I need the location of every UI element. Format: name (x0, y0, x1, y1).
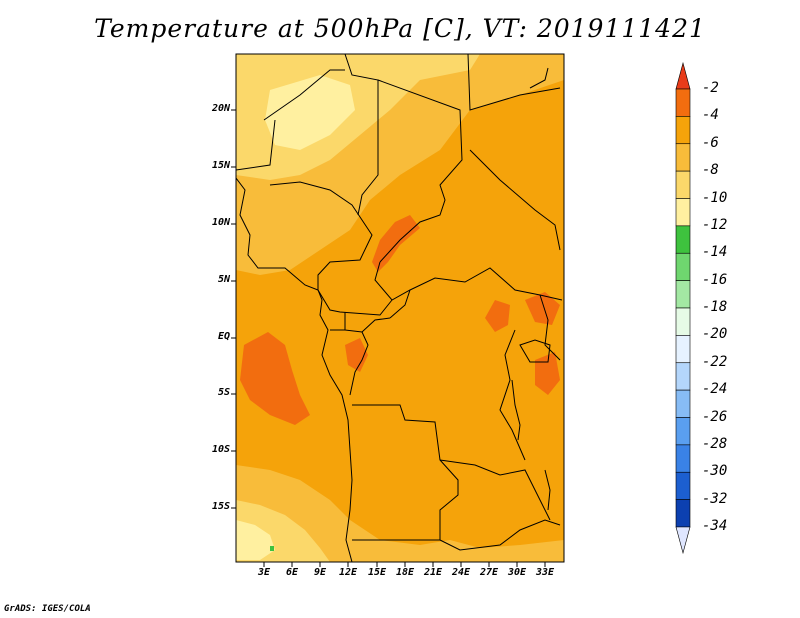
colorbar-swatch (675, 225, 691, 254)
border-gabon (330, 312, 391, 333)
colorbar-swatch (675, 471, 691, 500)
field-mild-south (236, 465, 564, 562)
lat-label: 5S (217, 387, 230, 398)
border-kenya (539, 294, 561, 361)
colorbar-label: -34 (702, 518, 728, 534)
colorbar-label: -6 (702, 134, 719, 151)
lon-label: 21E (423, 567, 443, 578)
border-zambia (439, 459, 551, 521)
lake-malawi (544, 469, 551, 511)
lat-label: 15S (211, 501, 230, 512)
colorbar-label: -18 (702, 299, 728, 315)
red-sea (529, 67, 549, 89)
lake-victoria (519, 339, 551, 363)
field-warm-east (525, 292, 560, 325)
colorbar-label: -30 (702, 463, 728, 480)
colorbar-bottom-arrow (675, 526, 691, 555)
lon-label: 30E (507, 567, 527, 578)
borders (236, 54, 563, 562)
colorbar-label: -22 (702, 353, 728, 370)
colorbar-label: -32 (702, 490, 728, 507)
colorbar-label: -10 (702, 189, 728, 206)
lat-label: 15N (211, 160, 230, 171)
colorbar-swatch (675, 335, 691, 364)
lat-label: EQ (217, 331, 230, 342)
field-warm-rift (535, 352, 560, 395)
field-warm-congo (485, 300, 510, 332)
lat-label: 20N (211, 103, 230, 114)
border-nigeria (269, 181, 373, 290)
colorbar-label: -16 (702, 271, 728, 288)
colorbar-label: -26 (702, 408, 728, 425)
lon-label: 12E (338, 567, 358, 578)
lon-ticks (263, 562, 546, 567)
border-cameroon (317, 289, 393, 316)
field-cold-south (236, 520, 275, 560)
border-sudan-west (377, 79, 463, 263)
coastline-west (236, 177, 353, 562)
colorbar-label: -20 (702, 326, 728, 343)
map-title: Temperature at 500hPa [C], VT: 201911142… (94, 14, 706, 43)
lon-label: 15E (367, 567, 387, 578)
colorbar-label: -12 (702, 216, 728, 233)
lon-label: 33E (535, 567, 555, 578)
colorbar-swatch (675, 116, 691, 145)
colorbar-swatch (675, 417, 691, 446)
map-frame (235, 53, 565, 563)
border-niger-chad (344, 54, 379, 216)
colorbar-label: -8 (702, 162, 719, 179)
colorbar-swatch (675, 280, 691, 309)
colorbar-swatch (675, 362, 691, 391)
border-mali (236, 119, 276, 171)
lon-label: 24E (451, 567, 471, 578)
colorbar-swatch (675, 499, 691, 528)
lon-label: 27E (479, 567, 499, 578)
grads-credit: GrADS: IGES/COLA (4, 604, 91, 614)
border-sudan (467, 54, 561, 111)
border-south (439, 519, 561, 551)
colorbar-swatch (675, 198, 691, 227)
colorbar-swatch (675, 88, 691, 117)
lat-label: 10S (211, 444, 230, 455)
colorbar-swatch (675, 143, 691, 172)
border-angola (352, 404, 459, 541)
colorbar-label: -4 (702, 107, 719, 124)
lake-tanganyika (511, 379, 521, 441)
field-warm-west (240, 332, 310, 425)
lat-label: 10N (211, 217, 230, 228)
border-ethiopia (469, 149, 561, 251)
colorbar-swatch (675, 252, 691, 281)
colorbar-swatch (675, 389, 691, 418)
border-car (374, 261, 563, 301)
colorbar-label: -2 (702, 80, 719, 96)
lon-label: 3E (257, 567, 271, 578)
border-congo (349, 289, 411, 396)
field-green-spot (270, 546, 274, 551)
colorbar-label: -28 (702, 435, 728, 452)
field-cold-north (265, 75, 355, 150)
colorbar-label: -24 (702, 381, 728, 398)
colorbar-swatch (675, 170, 691, 199)
lat-ticks (231, 109, 236, 509)
lat-label: 5N (217, 274, 230, 285)
border-sahel (263, 69, 345, 121)
colorbar-top-arrow (675, 61, 691, 90)
lon-label: 9E (313, 567, 327, 578)
border-drc-east (499, 329, 526, 461)
lon-label: 18E (395, 567, 415, 578)
colorbar (675, 61, 691, 555)
colorbar-label: -14 (702, 244, 728, 261)
colorbar-swatch (675, 307, 691, 336)
colorbar-swatch (675, 444, 691, 473)
lon-label: 6E (285, 567, 299, 578)
temperature-field (236, 54, 564, 562)
field-warm-angola (345, 338, 368, 372)
